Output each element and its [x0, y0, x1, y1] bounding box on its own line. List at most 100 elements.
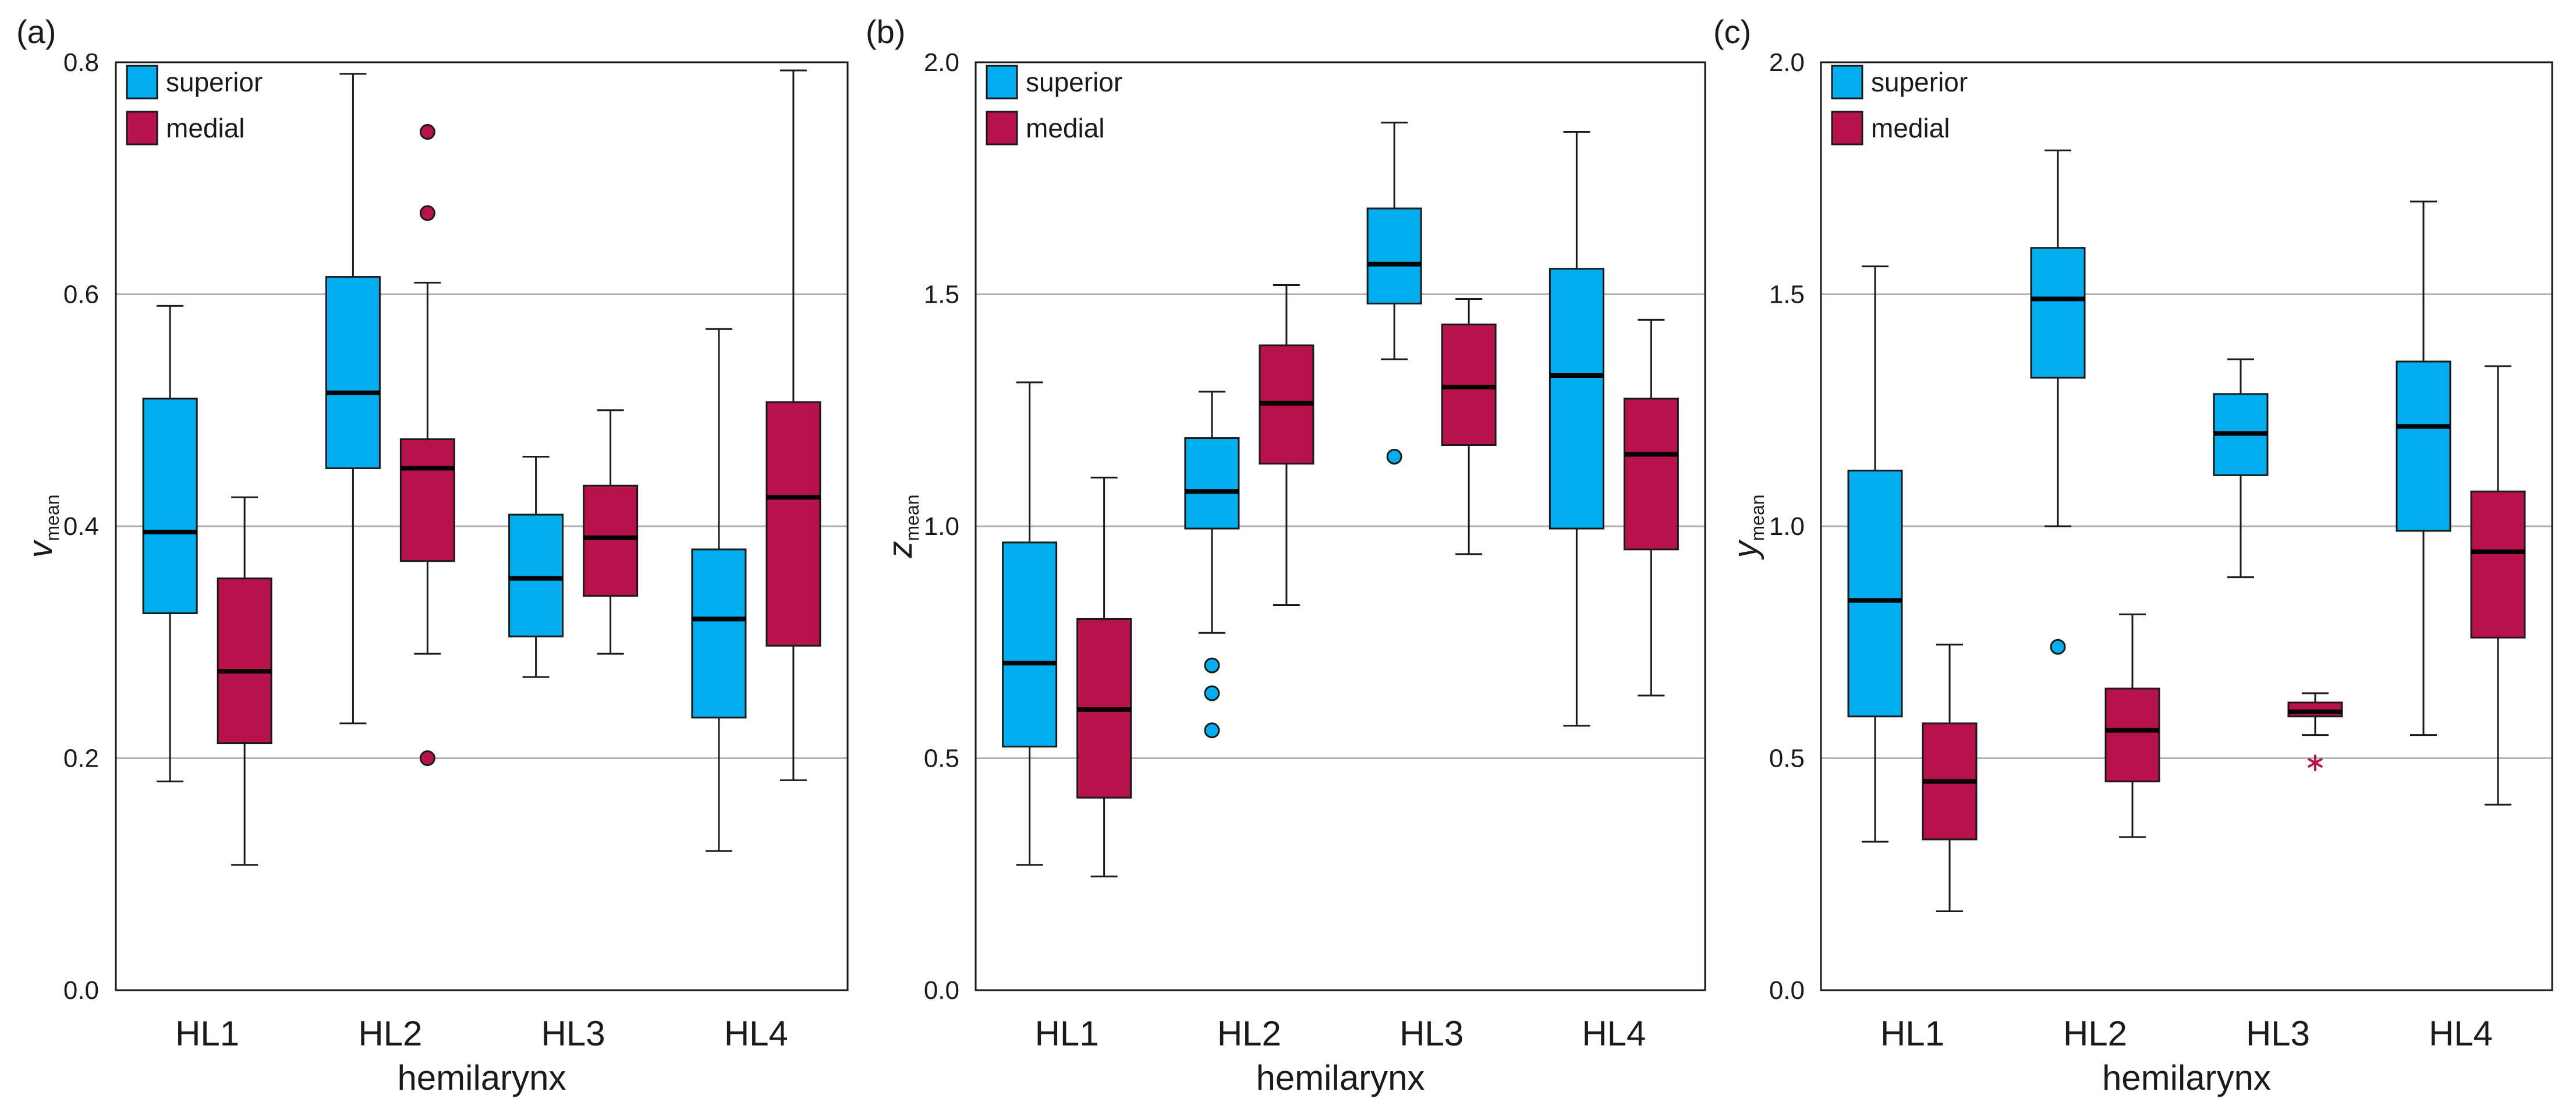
y-tick-label: 0.5 — [1769, 745, 1805, 773]
box-iqr — [508, 513, 564, 637]
extreme-stroke — [2307, 757, 2323, 768]
legend-item-medial: medial — [1831, 111, 1950, 146]
y-tick-label: 0.6 — [63, 281, 99, 309]
legend-label: medial — [1871, 113, 1950, 143]
x-tick-label: HL3 — [1399, 1014, 1464, 1053]
box-medial-HL1 — [217, 496, 272, 866]
x-tick-label: HL1 — [1880, 1014, 1944, 1053]
plot-frame — [115, 61, 849, 991]
legend-label: superior — [1026, 67, 1122, 97]
box-iqr — [1847, 469, 1903, 718]
outlier-point — [2050, 639, 2066, 655]
legend-item-superior: superior — [1831, 65, 1968, 100]
box-iqr — [2470, 490, 2526, 639]
y-axis-title-symbol: y — [1727, 540, 1764, 561]
outlier-point — [419, 124, 435, 140]
legend: superior medial — [986, 65, 1122, 146]
legend-label: medial — [166, 113, 245, 143]
outlier-point — [419, 750, 435, 766]
x-tick-label: HL2 — [1217, 1014, 1281, 1053]
box-superior-HL1 — [1847, 265, 1903, 843]
legend-label: medial — [1026, 113, 1105, 143]
extreme-point — [2307, 754, 2323, 771]
y-tick-label: 0.2 — [63, 745, 99, 773]
box-superior-HL3 — [2213, 358, 2269, 579]
y-axis-title-symbol: v — [22, 540, 59, 558]
legend: superior medial — [1831, 65, 1968, 146]
box-medial-HL4 — [2470, 365, 2526, 806]
box-medial-HL2 — [2104, 613, 2160, 838]
x-tick-label: HL2 — [358, 1014, 422, 1053]
y-axis-title: zmean — [881, 494, 923, 558]
box-superior-HL1 — [142, 304, 198, 782]
x-tick-label: HL1 — [175, 1014, 239, 1053]
box-medial-HL1 — [1076, 476, 1132, 878]
box-iqr — [1002, 541, 1058, 748]
series-medial — [1076, 284, 1679, 878]
plot-frame — [1820, 61, 2553, 991]
y-axis-title-subscript: mean — [42, 494, 63, 541]
x-axis-title: hemilarynx — [2102, 1058, 2271, 1097]
x-axis-title: hemilarynx — [1256, 1058, 1425, 1097]
box-iqr — [1366, 207, 1422, 304]
y-axis-title-subscript: mean — [1747, 494, 1768, 541]
box-superior-HL2 — [1184, 391, 1240, 739]
legend-swatch — [1831, 65, 1863, 100]
y-axis-title-symbol: z — [881, 541, 919, 559]
box-iqr — [2030, 247, 2086, 379]
box-medial-HL3 — [1441, 297, 1497, 555]
box-medial-HL4 — [766, 69, 821, 781]
y-tick-label: 0.0 — [924, 976, 959, 1005]
x-tick-label: HL4 — [1582, 1014, 1646, 1053]
y-tick-label: 2.0 — [1769, 48, 1805, 77]
box-iqr — [325, 276, 381, 469]
y-tick-label: 0.0 — [1769, 976, 1805, 1005]
x-axis-title: hemilarynx — [397, 1058, 566, 1097]
y-axis-title-subscript: mean — [902, 494, 923, 541]
series-superior — [1847, 149, 2451, 843]
box-superior-HL2 — [325, 73, 381, 725]
y-tick-label: 0.4 — [63, 512, 99, 541]
legend-item-superior: superior — [986, 65, 1122, 100]
y-tick-label: 1.0 — [1769, 512, 1805, 541]
box-superior-HL4 — [691, 328, 747, 852]
box-superior-HL3 — [1366, 122, 1422, 465]
series-superior — [1002, 122, 1604, 866]
box-iqr — [1549, 268, 1604, 530]
outlier-point — [419, 205, 435, 221]
box-medial-HL4 — [1623, 318, 1679, 697]
box-superior-HL3 — [508, 455, 564, 678]
panel-label: (a) — [16, 13, 56, 50]
panel-label: (b) — [866, 13, 905, 50]
box-superior-HL4 — [1549, 131, 1604, 727]
legend-swatch — [1831, 111, 1863, 146]
legend-swatch — [126, 65, 158, 100]
x-tick-label: HL3 — [541, 1014, 605, 1053]
legend-item-superior: superior — [126, 65, 263, 100]
box-iqr — [2104, 687, 2160, 782]
box-medial-HL2 — [399, 124, 455, 766]
box-superior-HL1 — [1002, 381, 1058, 866]
legend-label: superior — [166, 67, 263, 97]
box-medial-HL2 — [1259, 284, 1314, 606]
outlier-point — [1204, 685, 1220, 701]
legend-swatch — [986, 111, 1018, 146]
series-medial — [217, 69, 821, 866]
box-iqr — [583, 484, 639, 597]
box-superior-HL2 — [2030, 149, 2086, 655]
y-axis-title: vmean — [22, 494, 63, 558]
box-iqr — [2396, 360, 2451, 532]
box-medial-HL3 — [2287, 692, 2343, 771]
box-iqr — [399, 438, 455, 562]
series-medial — [1922, 365, 2526, 913]
y-tick-label: 2.0 — [924, 48, 959, 77]
x-tick-label: HL2 — [2063, 1014, 2127, 1053]
box-superior-HL4 — [2396, 200, 2451, 736]
outlier-point — [1204, 722, 1220, 739]
y-tick-label: 1.5 — [924, 281, 959, 309]
panel-label: (c) — [1713, 13, 1751, 50]
x-tick-label: HL1 — [1035, 1014, 1099, 1053]
y-tick-label: 0.0 — [63, 976, 99, 1005]
